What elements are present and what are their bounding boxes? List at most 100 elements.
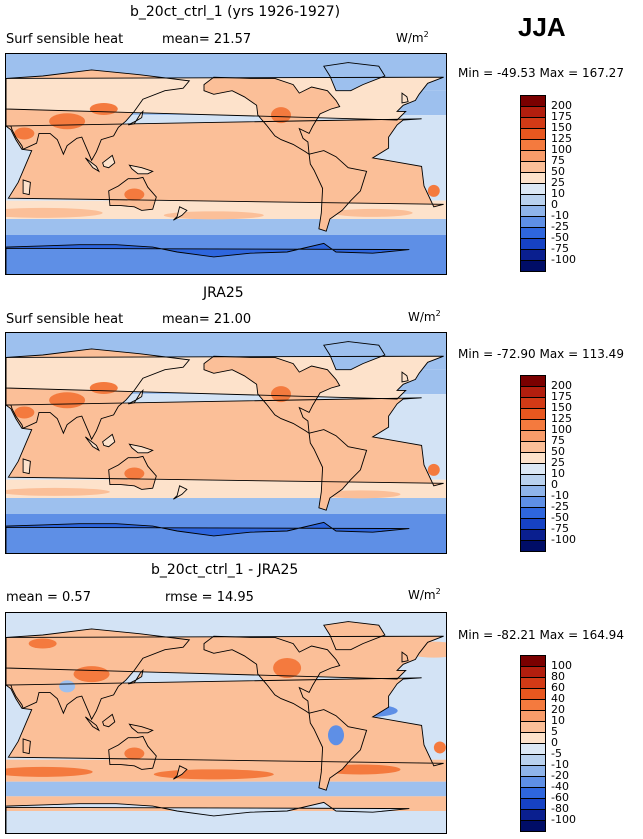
land-sumatra [85,157,99,172]
field-patch [124,467,145,480]
colorbar-label: 100 [551,423,572,436]
coastline [22,179,31,196]
coastline [6,348,191,441]
coastline [108,455,157,490]
coastline [173,485,188,500]
colorbar-label: -80 [551,802,569,815]
land-nz [173,206,187,221]
colorbar-label: -5 [551,747,562,760]
colorbar-label: -100 [551,813,576,826]
colorbar-label: -60 [551,791,569,804]
field-patch [271,107,291,124]
coastline [127,389,144,405]
land-namerica [204,636,340,714]
colorbar-label: 150 [551,121,572,134]
field-patch [28,638,57,649]
coastline [108,176,157,211]
panel-2-colorbar: 200 175 150 125 100 75 50 25 10 0 -10 -25 -50 -75 -100 [520,375,600,552]
colorbar-label: 40 [551,692,565,705]
land-borneo [102,155,115,168]
colorbar-label: 0 [551,198,558,211]
land-europeW [6,636,444,679]
land-madagascar [23,179,31,195]
colorbar-label: 80 [551,670,565,683]
colorbar-label: -50 [551,511,569,524]
field-patch [49,113,86,130]
colorbar-label: -20 [551,769,569,782]
coastline [308,429,368,511]
panel-2-mean: mean= 21.00 [162,312,252,327]
ocean-band [6,219,446,235]
land-nz [173,765,187,780]
panel-1-title: b_20ct_ctrl_1 (yrs 1926-1927) [130,4,341,20]
field-patch [332,208,413,217]
coastline [6,635,444,680]
coastline [6,69,191,162]
field-patch [153,769,274,780]
field-patch [14,127,35,140]
field-patch [124,747,145,760]
coastline [6,355,444,400]
colorbar-label: -25 [551,220,569,233]
coastline [128,723,154,734]
land-newguinea [129,444,153,453]
land-antarctica [6,522,410,553]
colorbar-label: -10 [551,209,569,222]
colorbar-label: 75 [551,154,565,167]
ocean-band [6,781,446,797]
land-uk [402,93,409,103]
colorbar-label: 25 [551,456,565,469]
coastline [173,206,188,221]
colorbar-label: 50 [551,445,565,458]
coastline [128,443,154,454]
colorbar-label: -40 [551,780,569,793]
colorbar-swatch [520,260,546,272]
colorbar-label: 20 [551,703,565,716]
colorbar-label: 10 [551,714,565,727]
field-patch [320,490,401,499]
coastline [108,735,157,770]
colorbar-label: 175 [551,390,572,403]
coastline [102,433,116,448]
field-patch [6,487,110,496]
colorbar-label: -100 [551,253,576,266]
land-sumatra [85,716,99,731]
colorbar-label: -25 [551,500,569,513]
coastline [127,669,144,685]
land-antarctica [6,243,410,274]
coastline [401,371,409,383]
season-label: JJA [518,12,566,42]
field-patch [6,207,103,218]
land-madagascar [23,458,31,474]
panel-2-variable: Surf sensible heat [6,312,124,327]
colorbar-label: -100 [551,533,576,546]
field-patch [14,406,35,419]
panel-3-rmse: rmse = 14.95 [165,590,254,605]
coastline [323,621,386,651]
coastline [22,458,31,475]
panel-2-units: W/m2 [408,309,441,324]
land-greenland [323,341,385,370]
panel-1-colorbar: 200 175 150 125 100 75 50 25 10 0 -10 -25 -50 -75 -100 [520,95,600,272]
colorbar-label: -10 [551,489,569,502]
colorbar-label: 5 [551,725,558,738]
panel-3-minmax: Min = -82.21 Max = 164.94 [458,628,624,642]
land-nz [173,485,187,500]
colorbar-label: 60 [551,681,565,694]
colorbar-label: -50 [551,231,569,244]
coastline [203,355,341,435]
land-samerica [309,429,367,511]
colorbar-label: -10 [551,758,569,771]
coastline [203,635,341,715]
field-patch [433,741,446,754]
colorbar-label: 175 [551,110,572,123]
colorbar-label: 125 [551,132,572,145]
coastline [127,110,144,126]
coastline [85,436,101,452]
land-newguinea [129,165,153,174]
colorbar-label: 200 [551,379,572,392]
field-patch [427,463,440,476]
ocean-band [6,498,446,514]
field-patch [124,188,145,201]
coastline [308,150,368,232]
